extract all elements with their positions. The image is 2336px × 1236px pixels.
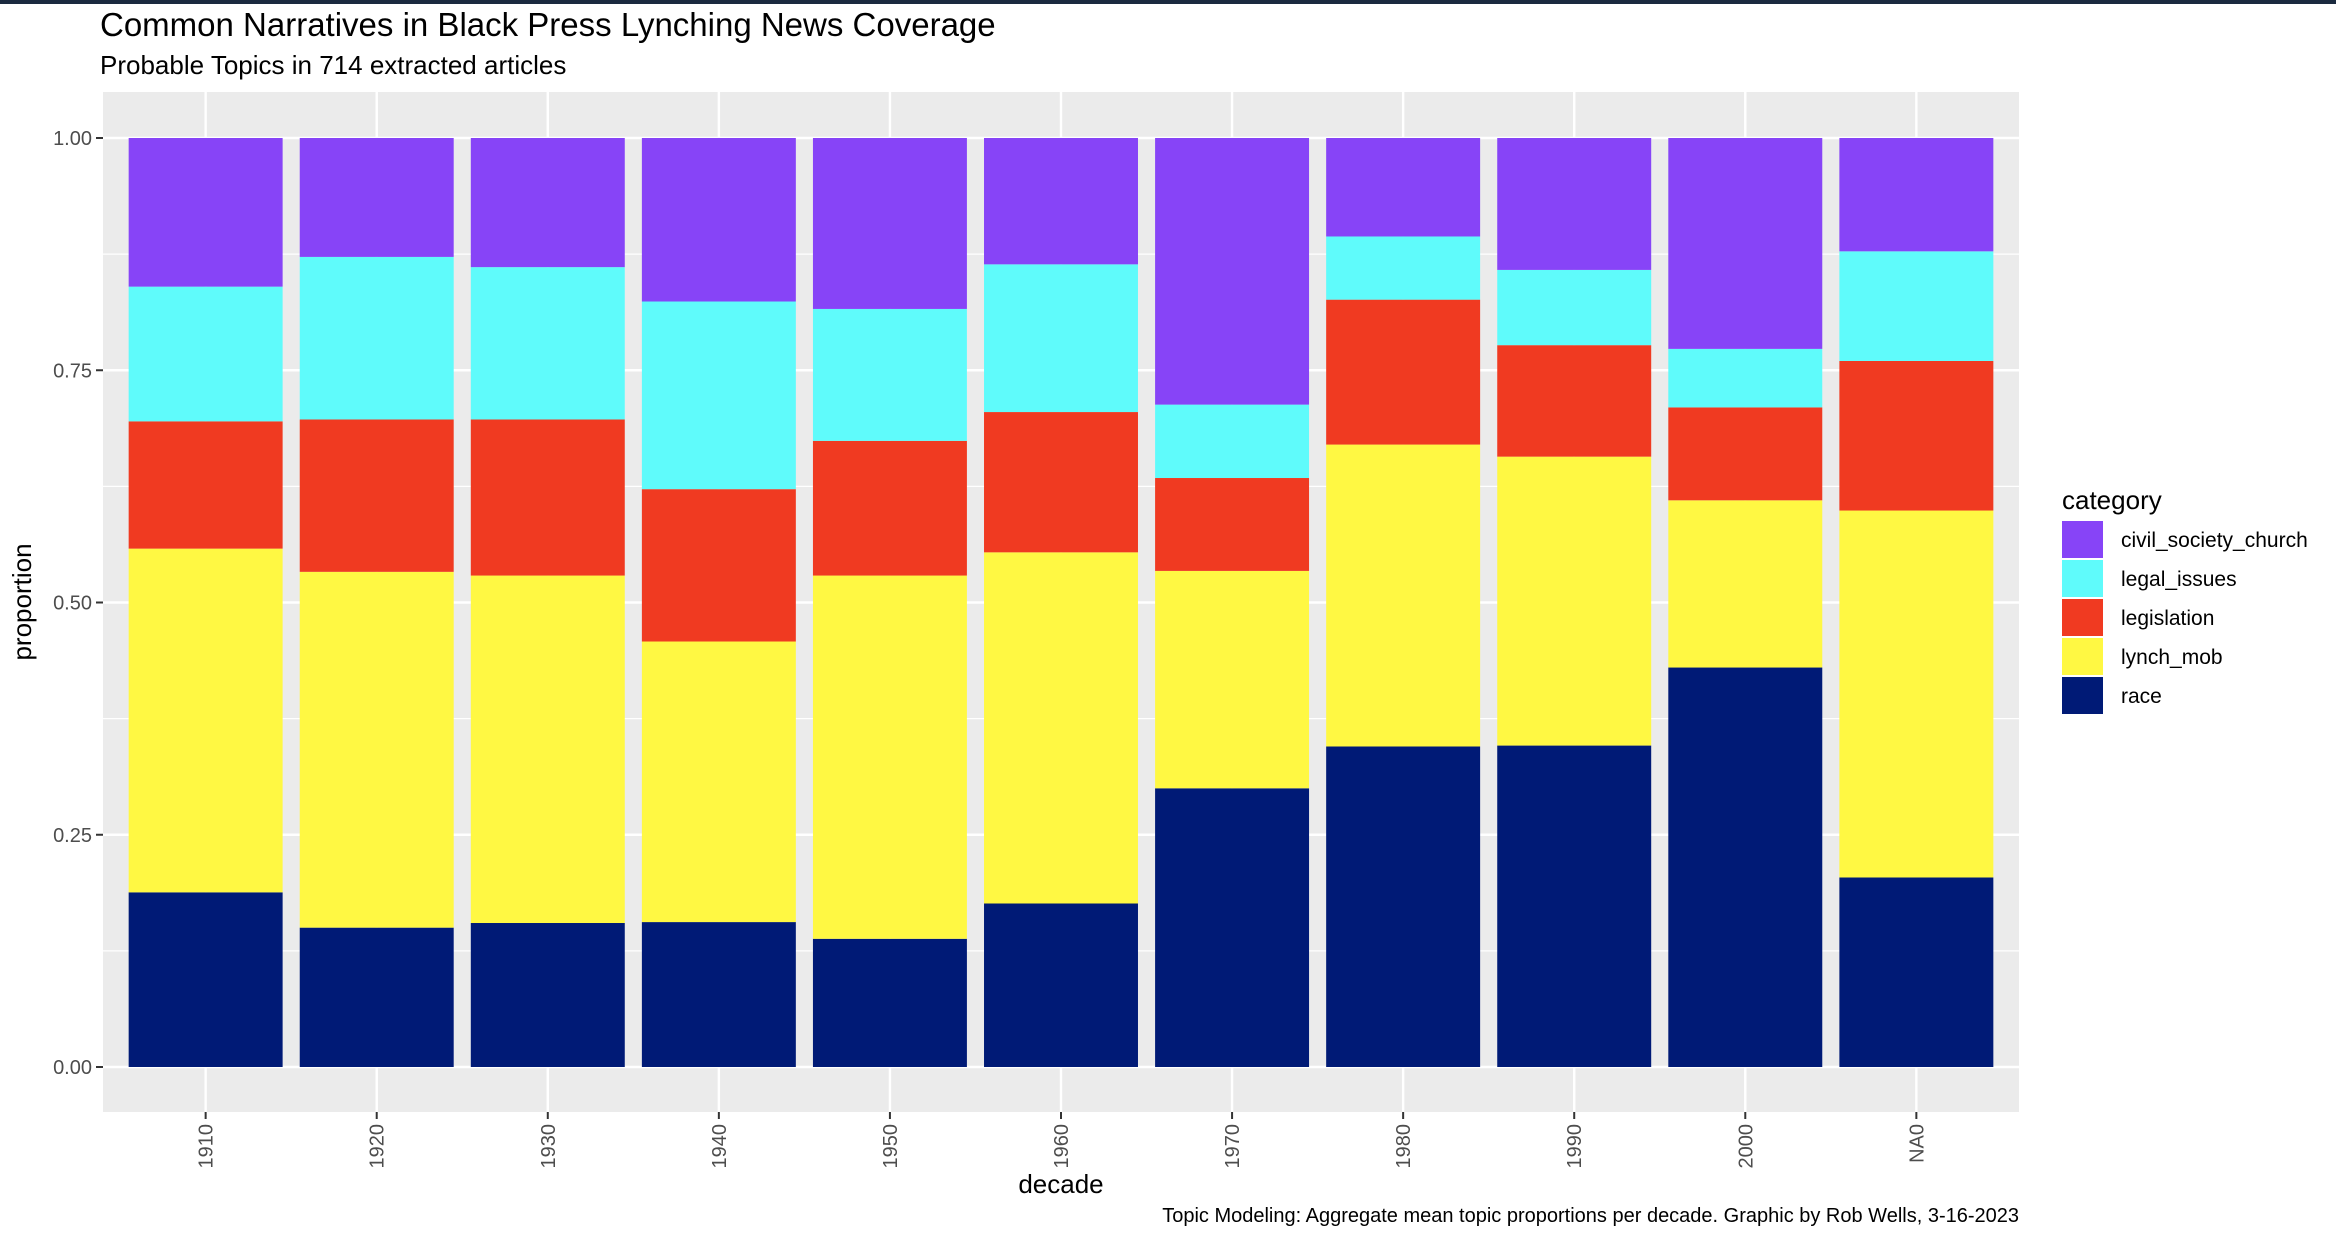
chart-subtitle: Probable Topics in 714 extracted article…	[100, 50, 567, 80]
bar-segment-civil-society-church-1950	[812, 138, 967, 309]
x-tick-label: 1920	[367, 1124, 389, 1169]
bar-segment-legislation-1910	[128, 421, 283, 549]
bar-segment-race-1940	[641, 922, 796, 1067]
bar-segment-civil-society-church-1930	[470, 138, 625, 268]
bar-segment-civil-society-church-1910	[128, 138, 283, 287]
legend-key-lynch-mob	[2062, 638, 2103, 675]
bar-segment-legal-issues-NA0	[1839, 251, 1994, 361]
bar-segment-lynch-mob-1920	[299, 571, 454, 928]
bar-segment-race-1920	[299, 927, 454, 1067]
x-tick-label: 1980	[1393, 1124, 1415, 1169]
bar-segment-legal-issues-1910	[128, 286, 283, 422]
y-axis-title: proportion	[7, 543, 37, 660]
bar-segment-race-1950	[812, 938, 967, 1067]
legend: category civil_society_church legal_issue…	[2062, 485, 2308, 714]
bar-segment-lynch-mob-1940	[641, 641, 796, 923]
bar-segment-lynch-mob-2000	[1668, 500, 1823, 668]
bar-segment-legal-issues-1950	[812, 308, 967, 441]
bar-segment-civil-society-church-1960	[984, 138, 1138, 265]
bar-segment-race-1970	[1155, 788, 1310, 1067]
bar-segment-lynch-mob-NA0	[1839, 510, 1994, 878]
bar-segment-race-1930	[470, 923, 625, 1067]
bar-segment-lynch-mob-1960	[984, 552, 1138, 904]
bar-segment-race-NA0	[1839, 877, 1994, 1067]
bar-segment-legislation-1950	[812, 440, 967, 576]
legend-key-legal-issues	[2062, 560, 2103, 597]
bar-segment-legislation-1930	[470, 419, 625, 576]
bars	[128, 138, 1994, 1067]
bar-segment-legislation-1970	[1155, 478, 1310, 571]
bar-segment-civil-society-church-NA0	[1839, 138, 1994, 252]
bar-segment-lynch-mob-1970	[1155, 570, 1310, 789]
legend-label-race: race	[2121, 685, 2162, 708]
legend-label-legal-issues: legal_issues	[2121, 568, 2237, 591]
x-tick-label: 1950	[880, 1124, 902, 1169]
bar-segment-civil-society-church-1980	[1326, 138, 1481, 237]
legend-key-civil-society-church	[2062, 521, 2103, 558]
bar-segment-legal-issues-1930	[470, 267, 625, 420]
bar-segment-legal-issues-1960	[984, 264, 1138, 413]
chart-title: Common Narratives in Black Press Lynchin…	[100, 6, 996, 43]
bar-segment-legislation-1940	[641, 489, 796, 642]
bar-segment-legal-issues-1940	[641, 301, 796, 490]
bar-segment-legislation-1990	[1497, 345, 1652, 457]
bar-segment-legal-issues-2000	[1668, 348, 1823, 408]
x-tick-label: NA0	[1906, 1124, 1928, 1163]
bar-segment-race-1910	[128, 892, 283, 1067]
bar-segment-civil-society-church-1970	[1155, 138, 1310, 405]
chart-caption: Topic Modeling: Aggregate mean topic pro…	[1162, 1205, 2019, 1227]
bar-segment-legislation-1920	[299, 419, 454, 572]
x-tick-label: 1910	[196, 1124, 218, 1169]
bar-segment-legislation-1960	[984, 412, 1138, 553]
legend-key-legislation	[2062, 599, 2103, 636]
y-tick-label: 0.75	[53, 360, 92, 382]
y-tick-label: 0.00	[53, 1057, 92, 1079]
y-tick-label: 1.00	[53, 128, 92, 150]
bar-segment-legislation-2000	[1668, 407, 1823, 501]
bar-segment-legislation-NA0	[1839, 360, 1994, 511]
x-tick-label: 1930	[538, 1124, 560, 1169]
x-tick-label: 1960	[1051, 1124, 1073, 1169]
y-tick-label: 0.25	[53, 825, 92, 847]
bar-segment-lynch-mob-1990	[1497, 456, 1652, 746]
legend-label-legislation: legislation	[2121, 607, 2214, 630]
legend-label-lynch-mob: lynch_mob	[2121, 646, 2223, 669]
bar-segment-civil-society-church-1990	[1497, 138, 1652, 270]
bar-segment-legal-issues-1920	[299, 256, 454, 420]
bar-segment-lynch-mob-1950	[812, 575, 967, 939]
bar-segment-legal-issues-1980	[1326, 236, 1481, 300]
bar-segment-lynch-mob-1910	[128, 548, 283, 893]
bar-segment-race-1960	[984, 903, 1138, 1067]
bar-segment-civil-society-church-1940	[641, 138, 796, 302]
bar-segment-race-1980	[1326, 746, 1481, 1067]
x-axis-title: decade	[1018, 1169, 1103, 1199]
bar-segment-race-2000	[1668, 667, 1823, 1067]
x-tick-label: 2000	[1735, 1124, 1757, 1169]
legend-key-race	[2062, 677, 2103, 714]
bar-segment-legal-issues-1990	[1497, 269, 1652, 346]
bar-segment-lynch-mob-1980	[1326, 444, 1481, 747]
bar-segment-legal-issues-1970	[1155, 404, 1310, 479]
legend-title: category	[2062, 485, 2162, 515]
x-tick-label: 1940	[709, 1124, 731, 1169]
bar-segment-legislation-1980	[1326, 299, 1481, 445]
bar-segment-civil-society-church-1920	[299, 138, 454, 257]
bar-segment-civil-society-church-2000	[1668, 138, 1823, 349]
bar-segment-race-1990	[1497, 745, 1652, 1067]
x-tick-label: 1970	[1222, 1124, 1244, 1169]
y-tick-label: 0.50	[53, 593, 92, 615]
legend-label-civil-society-church: civil_society_church	[2121, 529, 2308, 552]
x-tick-label: 1990	[1564, 1124, 1586, 1169]
x-axis: 1910 1920 1930 1940 1950 1960 1970 1980 1990 2000…	[196, 1112, 1928, 1169]
top-border	[0, 0, 2336, 4]
bar-segment-lynch-mob-1930	[470, 575, 625, 924]
y-axis: 0.00 0.25 0.50 0.75 1.00	[53, 128, 103, 1079]
